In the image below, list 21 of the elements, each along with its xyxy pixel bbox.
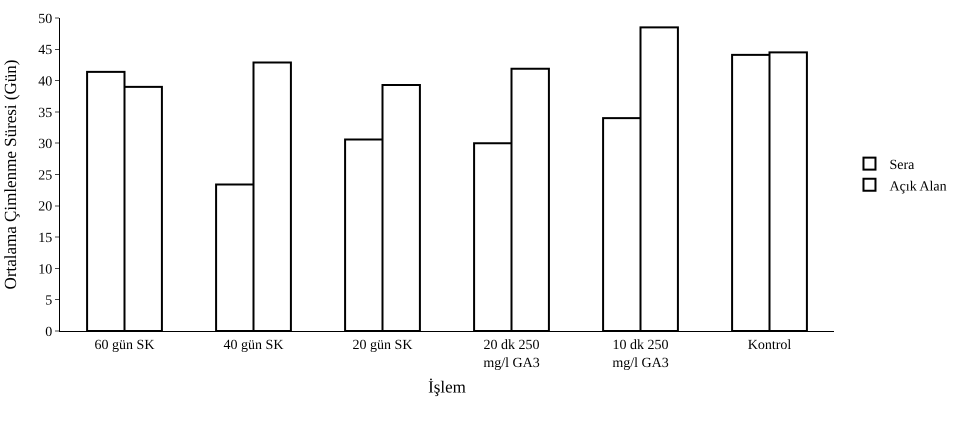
legend-label: Sera [889, 158, 916, 174]
x-tick-label: 60 gün SK [94, 338, 154, 353]
y-axis-title: Ortalama Çimlenme Süresi (Gün) [1, 60, 20, 290]
y-tick-label: 50 [38, 12, 52, 27]
y-tick-label: 30 [38, 137, 52, 152]
x-tick-label: Kontrol [748, 338, 792, 353]
y-tick-label: 0 [45, 324, 52, 340]
y-tick-label: 5 [45, 294, 52, 309]
y-tick-label: 45 [38, 43, 52, 58]
y-tick-label: 20 [38, 200, 52, 215]
legend-label: Açık Alan [889, 179, 947, 194]
x-tick-label: 20 dk 250 mg/l GA3 [483, 338, 540, 371]
x-tick-label: 20 gün SK [352, 338, 412, 353]
y-tick-label: 25 [38, 168, 52, 184]
y-tick-label: 35 [38, 106, 52, 121]
x-tick-label: 40 gün SK [224, 338, 284, 353]
y-tick-label: 40 [38, 74, 52, 90]
y-tick-label: 10 [38, 262, 52, 278]
x-axis-title: İşlem [428, 377, 466, 396]
x-tick-label: 10 dk 250 mg/l GA3 [612, 338, 669, 371]
y-tick-label: 15 [38, 231, 52, 246]
